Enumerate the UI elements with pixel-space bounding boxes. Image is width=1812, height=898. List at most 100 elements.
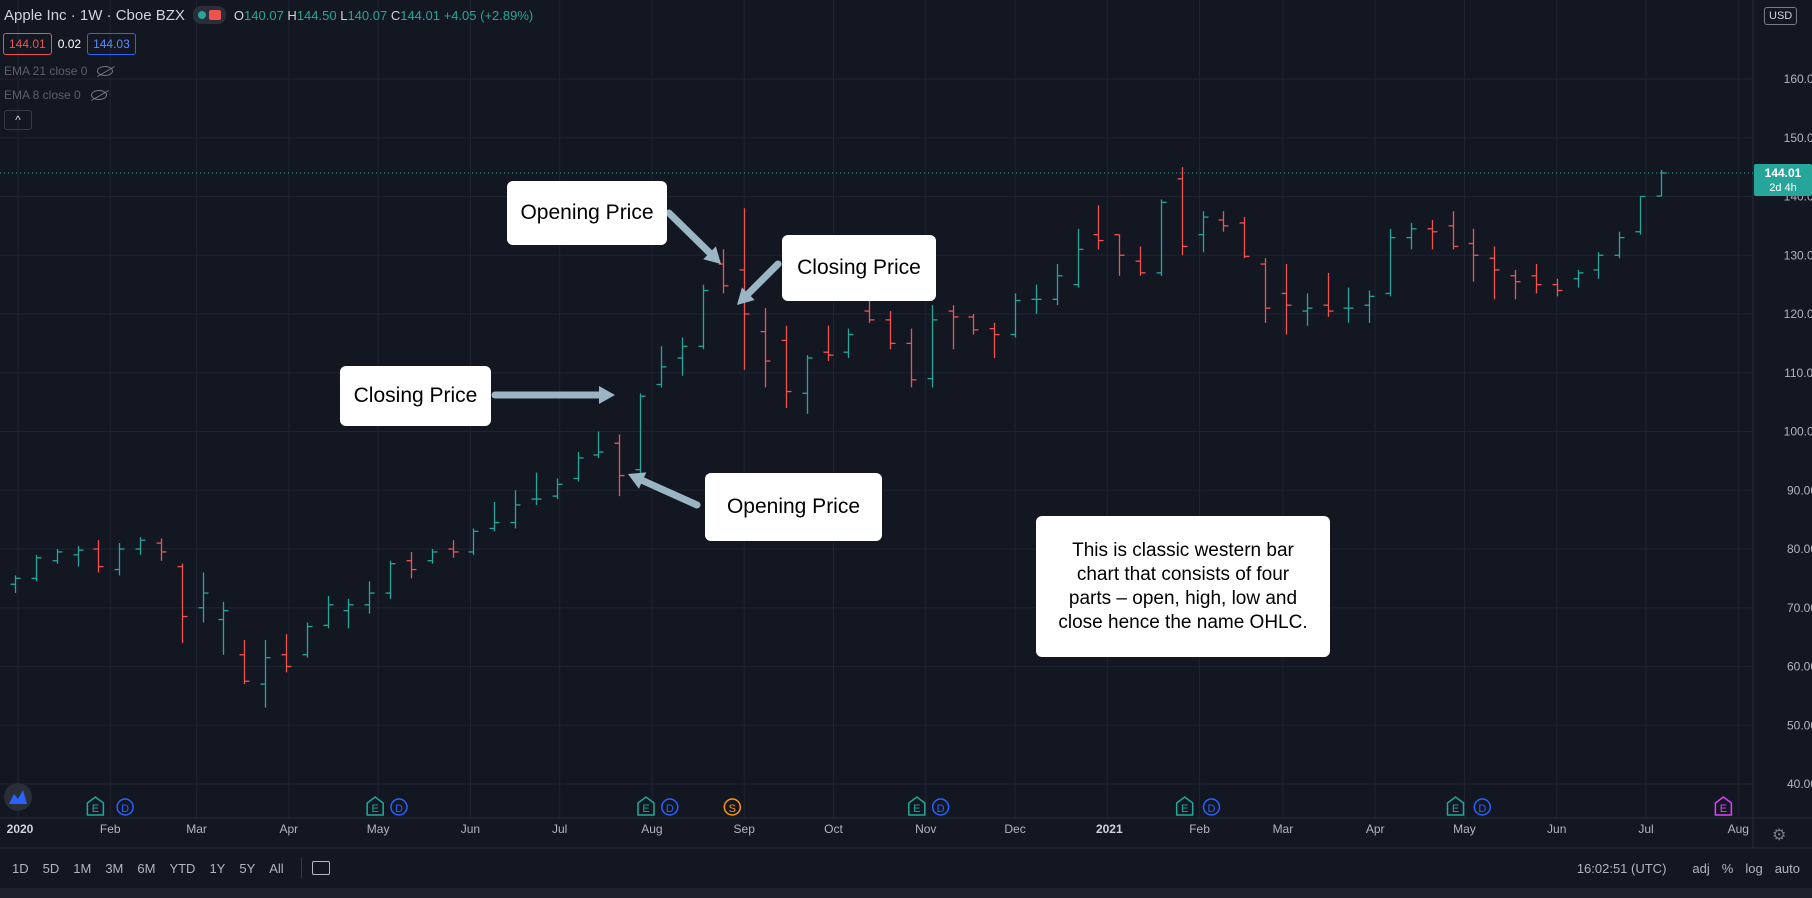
ohlc-bar[interactable]	[948, 305, 959, 350]
ohlc-bar[interactable]	[677, 337, 688, 376]
ohlc-bar[interactable]	[385, 560, 396, 599]
dividend-event-icon[interactable]: D	[390, 798, 408, 816]
dividend-event-icon[interactable]: D	[661, 798, 679, 816]
ohlc-bar[interactable]	[1593, 252, 1604, 279]
ohlc-bar[interactable]	[489, 502, 500, 532]
ohlc-bar[interactable]	[1031, 284, 1042, 314]
ohlc-bar[interactable]	[1281, 264, 1292, 335]
ohlc-bar[interactable]	[1239, 217, 1250, 259]
timeframe-all[interactable]: All	[269, 860, 284, 876]
ohlc-bar[interactable]	[552, 478, 563, 500]
ohlc-bar[interactable]	[635, 393, 646, 479]
ohlc-bar[interactable]	[406, 551, 417, 579]
ohlc-bar[interactable]	[177, 563, 188, 643]
ohlc-bar[interactable]	[593, 431, 604, 458]
ohlc-bar[interactable]	[531, 472, 542, 505]
ohlc-bar[interactable]	[906, 328, 917, 388]
percent-toggle[interactable]: %	[1721, 860, 1734, 876]
ohlc-bar[interactable]	[1114, 234, 1125, 276]
ohlc-bar[interactable]	[1448, 211, 1459, 250]
ohlc-bar[interactable]	[260, 640, 271, 708]
earnings-event-icon[interactable]: E	[366, 796, 384, 816]
ohlc-bar[interactable]	[573, 452, 584, 482]
earnings-event-icon[interactable]: E	[637, 796, 655, 816]
ohlc-bar[interactable]	[1364, 290, 1375, 323]
symbol-title[interactable]: Apple Inc · 1W · Cboe BZX	[4, 6, 185, 24]
ohlc-bar[interactable]	[781, 325, 792, 408]
ohlc-bar[interactable]	[614, 434, 625, 497]
ohlc-bar[interactable]	[1573, 269, 1584, 288]
ohlc-bar[interactable]	[1302, 293, 1313, 326]
ohlc-bar[interactable]	[1073, 228, 1084, 288]
ohlc-bar[interactable]	[364, 581, 375, 614]
date-range-icon[interactable]	[311, 861, 330, 875]
split-event-icon[interactable]: S	[723, 798, 742, 816]
timeframe-ytd[interactable]: YTD	[169, 860, 196, 876]
ohlc-bar[interactable]	[448, 540, 459, 558]
ohlc-bar[interactable]	[927, 305, 938, 388]
ohlc-bar[interactable]	[10, 575, 21, 594]
timeframe-1d[interactable]: 1D	[12, 860, 29, 876]
ohlc-bar[interactable]	[323, 596, 334, 629]
ohlc-bar[interactable]	[1260, 258, 1271, 323]
utc-clock[interactable]: 16:02:51 (UTC)	[1576, 860, 1667, 876]
ohlc-bar[interactable]	[843, 328, 854, 359]
timeframe-5y[interactable]: 5Y	[239, 860, 256, 876]
market-status-pill[interactable]	[192, 6, 226, 24]
ohlc-bar[interactable]	[1531, 264, 1542, 294]
ohlc-bar[interactable]	[156, 538, 167, 561]
ohlc-bar[interactable]	[1468, 228, 1479, 282]
ohlc-bar[interactable]	[1198, 211, 1209, 253]
ohlc-bar[interactable]	[1218, 211, 1229, 232]
ohlc-bar[interactable]	[1156, 199, 1167, 276]
ohlc-bar[interactable]	[281, 634, 292, 673]
hidden-eye-icon[interactable]	[97, 66, 114, 76]
ohlc-bar[interactable]	[1552, 278, 1563, 297]
ohlc-bar[interactable]	[198, 572, 209, 623]
log-toggle[interactable]: log	[1745, 860, 1763, 876]
timeframe-5d[interactable]: 5D	[42, 860, 60, 876]
auto-toggle[interactable]: auto	[1774, 860, 1800, 876]
ohlc-bar[interactable]	[1406, 222, 1417, 250]
ohlc-bar[interactable]	[989, 322, 1000, 359]
ohlc-bar[interactable]	[135, 537, 146, 555]
ohlc-bar[interactable]	[1614, 231, 1625, 259]
ohlc-bar[interactable]	[218, 601, 229, 655]
ohlc-bar[interactable]	[885, 311, 896, 350]
hidden-eye-icon[interactable]	[90, 90, 107, 100]
ohlc-bar[interactable]	[1427, 220, 1438, 250]
ohlc-bar[interactable]	[1635, 195, 1646, 235]
ohlc-bar[interactable]	[1343, 287, 1354, 323]
ohlc-bar[interactable]	[114, 543, 125, 576]
ohlc-bar[interactable]	[760, 308, 771, 388]
ohlc-bar[interactable]	[343, 598, 354, 629]
ohlc-bar[interactable]	[823, 325, 834, 361]
dividend-event-icon[interactable]: D	[1202, 798, 1221, 816]
ohlc-bar[interactable]	[698, 284, 709, 350]
dividend-event-icon[interactable]: D	[1473, 798, 1492, 816]
timeframe-3m[interactable]: 3M	[105, 860, 124, 876]
ask-button[interactable]: 144.03	[87, 33, 136, 55]
ohlc-bar[interactable]	[968, 314, 979, 335]
ohlc-bar[interactable]	[718, 249, 729, 294]
ohlc-bar[interactable]	[52, 549, 63, 564]
collapse-legend-button[interactable]: ^	[4, 110, 32, 130]
ohlc-bar[interactable]	[1489, 246, 1500, 300]
earnings-event-icon[interactable]: E	[1175, 796, 1194, 816]
ohlc-bar[interactable]	[93, 540, 104, 573]
timeframe-1y[interactable]: 1Y	[209, 860, 226, 876]
ohlc-bar[interactable]	[1135, 246, 1146, 276]
ohlc-bar[interactable]	[1385, 228, 1396, 297]
ohlc-bar[interactable]	[73, 546, 84, 567]
earnings_upcoming-event-icon[interactable]: E	[1714, 796, 1733, 816]
ohlc-bar[interactable]	[1177, 167, 1188, 256]
ohlc-bar[interactable]	[1010, 293, 1021, 338]
settings-gear-icon[interactable]: ⚙	[1772, 827, 1787, 844]
ohlc-bar[interactable]	[468, 528, 479, 555]
earnings-event-icon[interactable]: E	[86, 796, 105, 816]
ohlc-bar[interactable]	[302, 622, 313, 658]
bid-button[interactable]: 144.01	[3, 33, 52, 55]
earnings-event-icon[interactable]: E	[908, 796, 926, 816]
adj-toggle[interactable]: adj	[1692, 860, 1710, 876]
